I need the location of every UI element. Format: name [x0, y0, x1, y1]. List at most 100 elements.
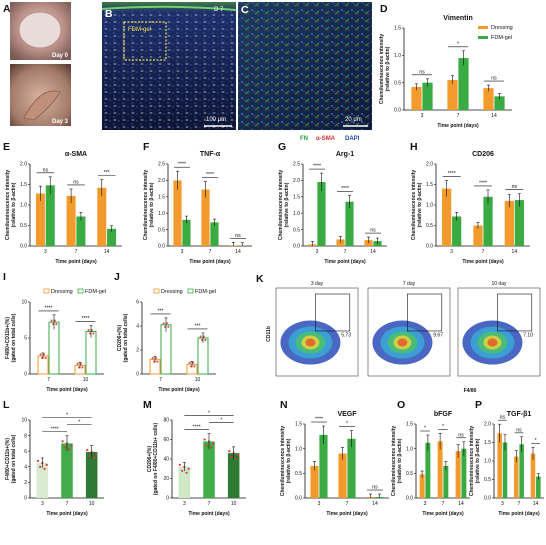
sig-label: ns	[370, 228, 376, 234]
y-tick-label: 1.0	[295, 446, 302, 452]
panel-label: B	[105, 8, 113, 20]
y-tick-label: 0.0	[20, 244, 27, 250]
legend-small: Dressing FDM-gel	[153, 288, 216, 295]
x-tick-label: 7	[209, 249, 212, 255]
y-axis-label-2: (relative to β-actin)	[397, 438, 403, 483]
day3-label: Day 3	[52, 119, 69, 125]
bar	[319, 434, 328, 498]
x-tick-label: 10	[195, 377, 201, 383]
data-point	[151, 357, 154, 360]
bar	[173, 180, 182, 246]
day-tag: D 7	[214, 7, 224, 13]
sig-label: *	[220, 417, 222, 423]
panel-label: O	[397, 399, 405, 411]
y-tick-label: 6	[136, 300, 139, 306]
y-tick-label: 10	[21, 300, 27, 306]
bar	[461, 448, 467, 498]
x-tick-label: 14	[533, 501, 539, 507]
y-tick-label: 4	[136, 324, 139, 330]
y-tick-label: 0.0	[295, 496, 302, 502]
x-tick-label: 3	[450, 249, 453, 255]
gate-value: 9.67	[433, 332, 443, 338]
chart-title: CD206	[472, 151, 494, 158]
x-tick-label: 3	[424, 501, 427, 507]
data-point	[50, 319, 53, 322]
region-label: FDM-gel	[128, 27, 151, 33]
data-point	[70, 444, 73, 447]
x-axis-label: Time point (days)	[46, 511, 88, 517]
y-tick-label: 1.5	[406, 422, 413, 428]
bar	[458, 58, 469, 110]
data-point	[39, 353, 42, 356]
data-point	[63, 446, 66, 449]
bar	[455, 451, 461, 498]
panel-label: G	[278, 141, 286, 153]
data-point	[228, 450, 231, 453]
bar	[452, 216, 462, 246]
x-axis-label: Time point (days)	[462, 259, 504, 265]
sig-label: ***	[157, 308, 163, 314]
sig-label: ****	[81, 316, 89, 322]
gate-value: 7.10	[523, 332, 533, 338]
sig-label: ns	[372, 485, 378, 491]
bar	[494, 96, 505, 110]
scale-label: 100 μm	[206, 117, 226, 123]
x-tick-label: 3	[183, 501, 186, 507]
bar	[197, 337, 209, 375]
x-tick-label: 3	[316, 249, 319, 255]
x-tick-label: 14	[372, 501, 378, 507]
chart-h: H 0.0 0.5 1.0 1.5 2.0 CD206 Chemiluminescence i…	[410, 141, 530, 265]
sig-label: ****	[313, 164, 321, 170]
sig-label: *	[346, 421, 348, 427]
sig-label: ***	[194, 323, 200, 329]
data-point	[205, 444, 208, 447]
legend-label-fdm: FDM-gel	[491, 35, 512, 41]
y-tick-label: 80	[163, 418, 169, 424]
data-point	[167, 325, 170, 328]
x-tick-label: 10	[231, 501, 237, 507]
chart-n: N 0.0 0.5 1.0 1.5 VEGF Chemiluminescence inten…	[280, 399, 389, 517]
bar	[419, 474, 425, 498]
scale-label: 20 μm	[345, 117, 362, 123]
chart-o: O 0.0 0.5 1.0 1.5 bFGF Chemiluminescence inten…	[391, 399, 470, 517]
y-tick-label: 0.5	[293, 227, 300, 233]
gate-box	[497, 293, 533, 332]
y-tick-label: 2.5	[293, 162, 300, 168]
data-point	[81, 366, 84, 369]
bar	[317, 182, 326, 246]
flow-title: 3 day	[311, 281, 324, 287]
bar	[514, 456, 519, 498]
chart-title: TNF-α	[200, 151, 221, 158]
data-point	[92, 456, 95, 460]
x-tick-label: 3	[501, 501, 504, 507]
y-tick-label: 0	[136, 372, 139, 378]
bar	[85, 451, 98, 498]
bar	[483, 88, 494, 110]
panel-label: M	[143, 399, 152, 411]
x-tick-label: 14	[104, 249, 110, 255]
bar	[182, 219, 191, 246]
y-axis-label: Chemiluminescence intensity	[469, 426, 475, 497]
y-tick-label: 1.0	[426, 203, 433, 209]
panel-c: C 20 μm FN α-SMA DAPI	[238, 2, 372, 142]
y-tick-label: 0.5	[158, 227, 165, 233]
y-axis-label-2: (relative to β-actin)	[417, 182, 423, 227]
panel-label: A	[3, 3, 11, 15]
bar	[310, 465, 319, 498]
flow-ylabel: CD11b	[266, 326, 272, 342]
panel-label: I	[3, 271, 6, 283]
y-tick-label: 1.5	[158, 195, 165, 201]
bar	[97, 187, 107, 246]
chart-j: J 0 2 4 6 CD206+(%) (gated on total cells) Time…	[114, 271, 216, 393]
data-point	[61, 440, 64, 443]
y-axis-label-2: (relative to β-actin)	[149, 182, 155, 227]
chart-l: L 0 2 4 6 8 10 F4/80+CD11b+(%) (gated on total c…	[3, 399, 104, 517]
data-point	[178, 463, 182, 466]
panel-label: H	[410, 141, 418, 153]
legend-small: Dressing FDM-gel	[43, 288, 106, 295]
y-tick-label: 2	[136, 348, 139, 354]
chart-m: M 0 20 40 60 80 CD206+(%) (gated on F4/80+CD11b…	[143, 399, 246, 517]
y-axis-label-2: (gated on F4/80+CD11b+ cells)	[153, 423, 159, 496]
y-axis-label-2: (gated on total cells)	[11, 313, 17, 362]
bar	[422, 82, 433, 110]
